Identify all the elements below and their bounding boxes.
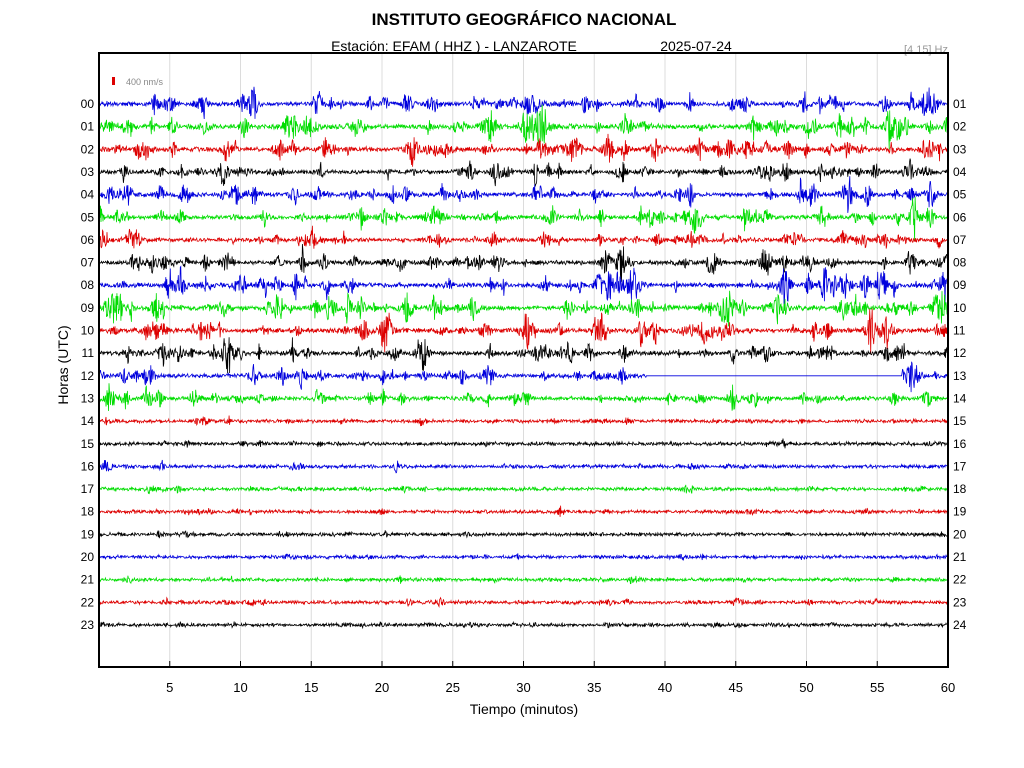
trace-hour-04 (100, 176, 948, 213)
trace-hour-12 (99, 361, 948, 393)
trace-hour-07 (99, 243, 948, 282)
trace-hour-10 (99, 308, 948, 355)
hour-label-left: 11 (82, 346, 95, 360)
x-tick-label: 30 (516, 680, 530, 695)
hour-label-right: 21 (953, 550, 967, 564)
trace-hour-19 (99, 530, 948, 539)
trace-hour-05 (99, 196, 948, 242)
hour-label-right: 22 (953, 573, 967, 587)
x-tick-label: 50 (799, 680, 813, 695)
trace-hour-16 (99, 459, 948, 474)
hour-label-left: 12 (81, 369, 95, 383)
hour-label-right: 10 (953, 301, 967, 315)
x-tick-label: 55 (870, 680, 884, 695)
trace-hour-03 (100, 158, 948, 187)
trace-hour-20 (99, 553, 948, 561)
date-label: 2025-07-24 (660, 38, 732, 54)
hour-label-left: 23 (81, 618, 95, 632)
hour-label-right: 18 (953, 482, 967, 496)
hour-label-right: 04 (953, 165, 967, 179)
hour-label-left: 16 (81, 459, 95, 473)
hour-label-left: 07 (81, 256, 95, 270)
x-tick-label: 10 (233, 680, 247, 695)
hour-label-right: 16 (953, 437, 967, 451)
hour-label-right: 14 (953, 391, 967, 405)
trace-hour-22 (99, 596, 948, 608)
trace-hour-11 (99, 337, 948, 374)
hour-label-right: 23 (953, 595, 967, 609)
hour-label-right: 07 (953, 233, 967, 247)
hour-label-left: 01 (81, 120, 95, 134)
chart-title: INSTITUTO GEOGRÁFICO NACIONAL (372, 10, 677, 29)
hour-label-right: 15 (953, 414, 967, 428)
hour-label-right: 13 (953, 369, 967, 383)
hour-label-right: 17 (953, 459, 967, 473)
seismogram-traces (99, 86, 948, 630)
hour-labels-left: 00 01 02 03 04 05 06 07 08 09 10 11 12 13 14 15 16 17 18 19… (81, 97, 95, 632)
station-label: Estación: EFAM ( HHZ ) - LANZAROTE (331, 38, 577, 54)
hour-label-right: 19 (953, 505, 967, 519)
trace-hour-13 (99, 383, 948, 412)
hour-label-right: 02 (953, 120, 967, 134)
hour-label-left: 00 (81, 97, 95, 111)
trace-hour-08 (99, 265, 948, 306)
hour-labels-right: 01 02 03 04 05 06 07 08 09 10 11 12 13 14 15 16 17 18 19 20… (953, 97, 967, 632)
trace-hour-00 (99, 86, 948, 120)
hour-label-right: 12 (953, 346, 967, 360)
trace-hour-06 (99, 225, 948, 249)
scale-label: 400 nm/s (126, 77, 164, 87)
trace-hour-23 (99, 620, 948, 630)
y-axis-label: Horas (UTC) (55, 325, 71, 404)
filter-band-label: [4 15] Hz (904, 44, 948, 56)
hour-label-left: 19 (81, 527, 95, 541)
x-tick-label: 60 (941, 680, 955, 695)
x-tick-label: 20 (375, 680, 389, 695)
scale-bar (112, 77, 115, 85)
hour-label-left: 17 (81, 482, 95, 496)
trace-hour-18 (99, 505, 948, 517)
x-tick-label: 40 (658, 680, 672, 695)
x-tick-label: 5 (166, 680, 173, 695)
hour-label-left: 14 (81, 414, 95, 428)
hour-label-left: 05 (81, 210, 95, 224)
x-tick-label: 35 (587, 680, 601, 695)
hour-label-left: 04 (81, 188, 95, 202)
trace-hour-17 (99, 484, 948, 495)
hour-label-left: 10 (81, 324, 95, 338)
trace-hour-02 (99, 133, 948, 167)
hour-label-left: 20 (81, 550, 95, 564)
hour-label-left: 09 (81, 301, 95, 315)
trace-hour-09 (99, 290, 948, 327)
trace-hour-01 (99, 104, 948, 150)
hour-label-left: 22 (81, 595, 95, 609)
hour-label-right: 05 (953, 188, 967, 202)
x-tick-label: 15 (304, 680, 318, 695)
hour-label-left: 08 (81, 278, 95, 292)
trace-hour-15 (99, 438, 948, 449)
x-tick-label: 25 (446, 680, 460, 695)
hour-label-left: 06 (81, 233, 95, 247)
hour-label-right: 06 (953, 210, 967, 224)
hour-label-left: 18 (81, 505, 95, 519)
hour-label-left: 03 (81, 165, 95, 179)
hour-label-right: 01 (953, 97, 967, 111)
hour-label-left: 21 (81, 573, 95, 587)
x-axis-ticks: 5 10 15 20 25 30 35 40 45 50 55 60 (166, 661, 955, 695)
x-tick-label: 45 (729, 680, 743, 695)
hour-label-right: 09 (953, 278, 967, 292)
grid-lines (169, 53, 878, 667)
hour-label-left: 15 (81, 437, 95, 451)
hour-label-right: 08 (953, 256, 967, 270)
x-axis-label: Tiempo (minutos) (470, 701, 578, 717)
hour-label-left: 02 (81, 142, 95, 156)
trace-hour-21 (99, 575, 948, 585)
hour-label-right: 03 (953, 142, 967, 156)
trace-hour-14 (99, 415, 948, 427)
hour-label-right: 11 (953, 324, 966, 338)
hour-label-right: 24 (953, 618, 967, 632)
hour-label-right: 20 (953, 527, 967, 541)
hour-label-left: 13 (81, 391, 95, 405)
